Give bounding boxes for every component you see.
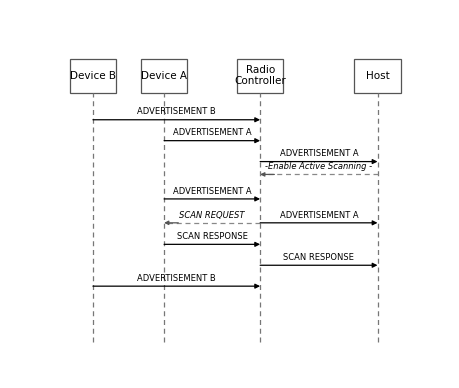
- Text: ADVERTISEMENT A: ADVERTISEMENT A: [280, 149, 358, 158]
- Text: ADVERTISEMENT B: ADVERTISEMENT B: [137, 274, 216, 283]
- Text: Radio
Controller: Radio Controller: [234, 65, 286, 87]
- Bar: [141, 59, 187, 93]
- Text: -Enable Active Scanning -: -Enable Active Scanning -: [265, 162, 372, 171]
- Text: SCAN REQUEST: SCAN REQUEST: [179, 211, 245, 220]
- Text: ADVERTISEMENT B: ADVERTISEMENT B: [137, 107, 216, 116]
- Text: Host: Host: [366, 71, 389, 81]
- Text: Device B: Device B: [70, 71, 116, 81]
- Text: ADVERTISEMENT A: ADVERTISEMENT A: [173, 187, 252, 196]
- Text: SCAN RESPONSE: SCAN RESPONSE: [283, 253, 354, 262]
- Text: Device A: Device A: [141, 71, 187, 81]
- Bar: [70, 59, 116, 93]
- Text: ADVERTISEMENT A: ADVERTISEMENT A: [173, 128, 252, 137]
- Bar: [237, 59, 283, 93]
- Text: SCAN RESPONSE: SCAN RESPONSE: [177, 232, 247, 241]
- Text: ADVERTISEMENT A: ADVERTISEMENT A: [280, 211, 358, 220]
- Bar: [354, 59, 401, 93]
